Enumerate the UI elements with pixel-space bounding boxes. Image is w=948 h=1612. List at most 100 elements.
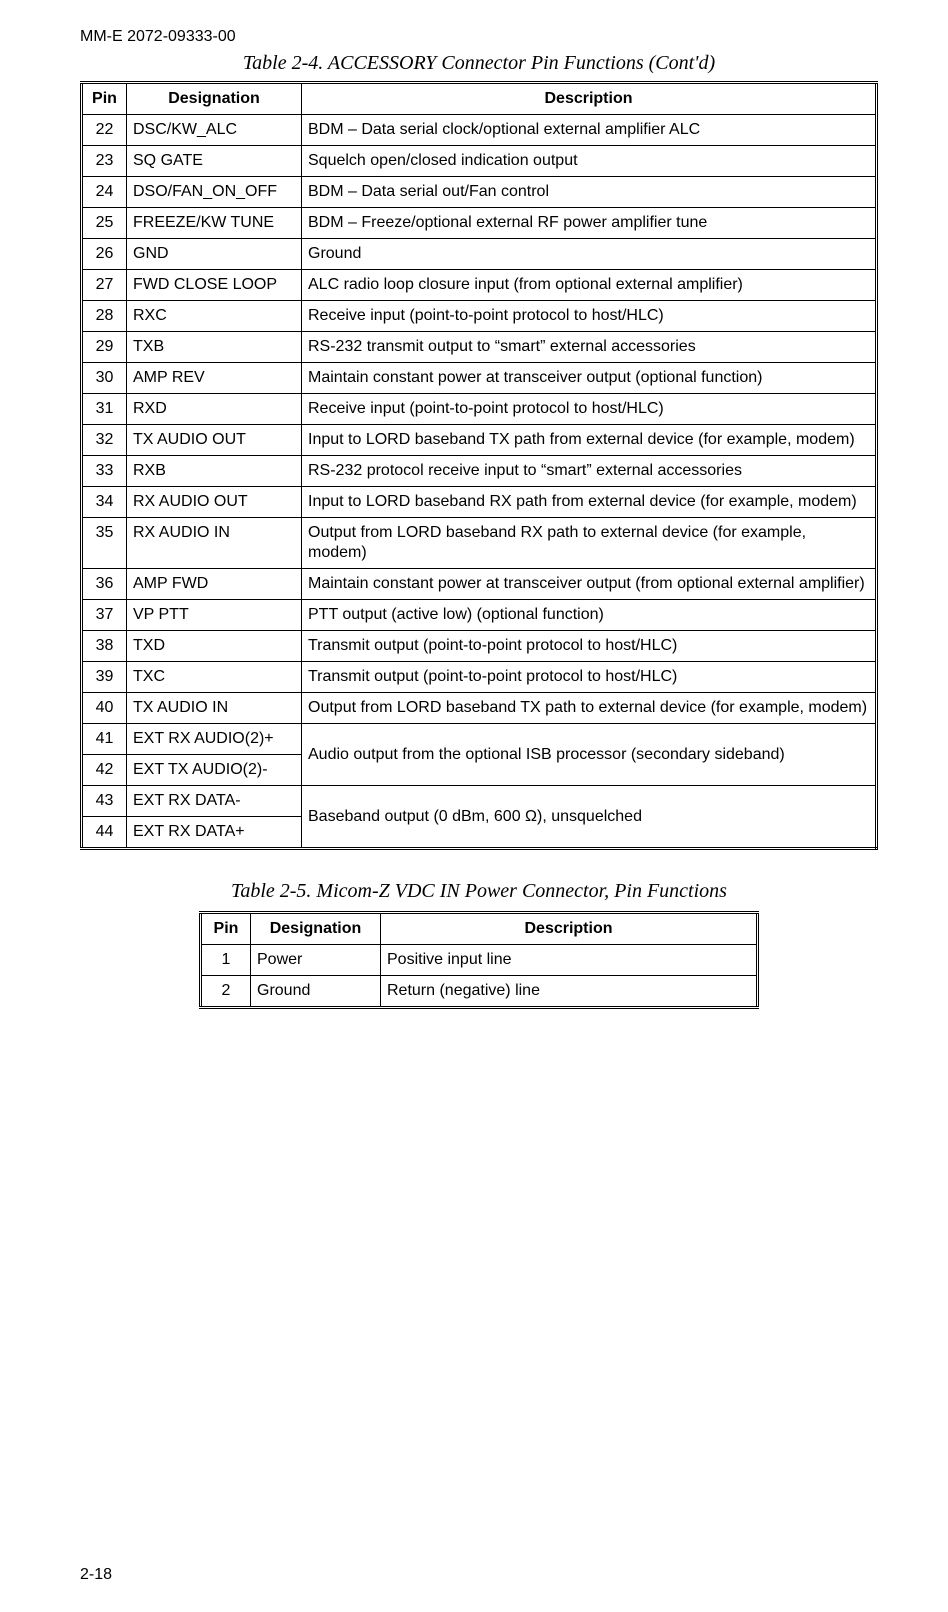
table-row: 2 Ground Return (negative) line bbox=[201, 976, 758, 1008]
document-id: MM-E 2072-09333-00 bbox=[80, 28, 878, 46]
table-row: 39 TXC Transmit output (point-to-point p… bbox=[82, 662, 877, 693]
pin-cell: 26 bbox=[82, 239, 127, 270]
pin-cell: 37 bbox=[82, 600, 127, 631]
pin-cell: 43 bbox=[82, 786, 127, 817]
pin-cell: 40 bbox=[82, 693, 127, 724]
accessory-connector-table: Pin Designation Description 22 DSC/KW_AL… bbox=[80, 81, 878, 850]
desig-cell: Ground bbox=[251, 976, 381, 1008]
desc-cell-merged: Audio output from the optional ISB proce… bbox=[302, 724, 877, 786]
table2-header-desc: Description bbox=[381, 913, 758, 945]
table1-header-desc: Description bbox=[302, 83, 877, 115]
desc-cell: BDM – Data serial clock/optional externa… bbox=[302, 115, 877, 146]
table-row: 41 EXT RX AUDIO(2)+ Audio output from th… bbox=[82, 724, 877, 755]
table2-caption: Table 2-5. Micom-Z VDC IN Power Connecto… bbox=[80, 880, 878, 903]
pin-cell: 39 bbox=[82, 662, 127, 693]
desig-cell: RXC bbox=[127, 301, 302, 332]
desig-cell: AMP FWD bbox=[127, 569, 302, 600]
desig-cell: FREEZE/KW TUNE bbox=[127, 208, 302, 239]
pin-cell: 28 bbox=[82, 301, 127, 332]
pin-cell: 32 bbox=[82, 425, 127, 456]
desc-cell: Receive input (point-to-point protocol t… bbox=[302, 301, 877, 332]
desc-cell: BDM – Data serial out/Fan control bbox=[302, 177, 877, 208]
pin-cell: 41 bbox=[82, 724, 127, 755]
page: MM-E 2072-09333-00 Table 2-4. ACCESSORY … bbox=[0, 0, 948, 1612]
desc-cell: Receive input (point-to-point protocol t… bbox=[302, 394, 877, 425]
table-row: 23 SQ GATE Squelch open/closed indicatio… bbox=[82, 146, 877, 177]
desig-cell: GND bbox=[127, 239, 302, 270]
pin-cell: 22 bbox=[82, 115, 127, 146]
pin-cell: 23 bbox=[82, 146, 127, 177]
desig-cell: EXT RX DATA+ bbox=[127, 817, 302, 849]
table-row: 43 EXT RX DATA- Baseband output (0 dBm, … bbox=[82, 786, 877, 817]
desc-cell: Transmit output (point-to-point protocol… bbox=[302, 662, 877, 693]
desc-cell: Maintain constant power at transceiver o… bbox=[302, 569, 877, 600]
pin-cell: 35 bbox=[82, 518, 127, 569]
desc-cell: Input to LORD baseband TX path from exte… bbox=[302, 425, 877, 456]
table-row: 38 TXD Transmit output (point-to-point p… bbox=[82, 631, 877, 662]
desig-cell: EXT RX AUDIO(2)+ bbox=[127, 724, 302, 755]
desig-cell: TX AUDIO OUT bbox=[127, 425, 302, 456]
pin-cell: 36 bbox=[82, 569, 127, 600]
desig-cell: VP PTT bbox=[127, 600, 302, 631]
pin-cell: 27 bbox=[82, 270, 127, 301]
desig-cell: SQ GATE bbox=[127, 146, 302, 177]
desig-cell: EXT RX DATA- bbox=[127, 786, 302, 817]
desig-cell: TXC bbox=[127, 662, 302, 693]
desig-cell: RXD bbox=[127, 394, 302, 425]
pin-cell: 33 bbox=[82, 456, 127, 487]
table1-header-row: Pin Designation Description bbox=[82, 83, 877, 115]
desig-cell: TXB bbox=[127, 332, 302, 363]
pin-cell: 31 bbox=[82, 394, 127, 425]
table-row: 31 RXD Receive input (point-to-point pro… bbox=[82, 394, 877, 425]
desc-cell: BDM – Freeze/optional external RF power … bbox=[302, 208, 877, 239]
desig-cell: DSC/KW_ALC bbox=[127, 115, 302, 146]
desc-cell: Output from LORD baseband RX path to ext… bbox=[302, 518, 877, 569]
desig-cell: TXD bbox=[127, 631, 302, 662]
table2-header-desig: Designation bbox=[251, 913, 381, 945]
desc-cell: Return (negative) line bbox=[381, 976, 758, 1008]
desig-cell: DSO/FAN_ON_OFF bbox=[127, 177, 302, 208]
table-row: 40 TX AUDIO IN Output from LORD baseband… bbox=[82, 693, 877, 724]
desc-cell: Output from LORD baseband TX path to ext… bbox=[302, 693, 877, 724]
table-row: 29 TXB RS-232 transmit output to “smart”… bbox=[82, 332, 877, 363]
desc-cell: PTT output (active low) (optional functi… bbox=[302, 600, 877, 631]
desig-cell: AMP REV bbox=[127, 363, 302, 394]
pin-cell: 29 bbox=[82, 332, 127, 363]
desc-cell: Ground bbox=[302, 239, 877, 270]
desig-cell: Power bbox=[251, 945, 381, 976]
desc-cell: Squelch open/closed indication output bbox=[302, 146, 877, 177]
table-row: 30 AMP REV Maintain constant power at tr… bbox=[82, 363, 877, 394]
desc-cell: Maintain constant power at transceiver o… bbox=[302, 363, 877, 394]
table-row: 1 Power Positive input line bbox=[201, 945, 758, 976]
table-row: 24 DSO/FAN_ON_OFF BDM – Data serial out/… bbox=[82, 177, 877, 208]
desc-cell: RS-232 protocol receive input to “smart”… bbox=[302, 456, 877, 487]
table-row: 32 TX AUDIO OUT Input to LORD baseband T… bbox=[82, 425, 877, 456]
pin-cell: 1 bbox=[201, 945, 251, 976]
desc-cell: RS-232 transmit output to “smart” extern… bbox=[302, 332, 877, 363]
page-number: 2-18 bbox=[80, 1566, 112, 1584]
table1-header-pin: Pin bbox=[82, 83, 127, 115]
pin-cell: 42 bbox=[82, 755, 127, 786]
table-row: 37 VP PTT PTT output (active low) (optio… bbox=[82, 600, 877, 631]
desc-cell: ALC radio loop closure input (from optio… bbox=[302, 270, 877, 301]
desig-cell: EXT TX AUDIO(2)- bbox=[127, 755, 302, 786]
table1-header-desig: Designation bbox=[127, 83, 302, 115]
table-row: 27 FWD CLOSE LOOP ALC radio loop closure… bbox=[82, 270, 877, 301]
table1-caption: Table 2-4. ACCESSORY Connector Pin Funct… bbox=[80, 52, 878, 75]
desig-cell: RXB bbox=[127, 456, 302, 487]
table-row: 26 GND Ground bbox=[82, 239, 877, 270]
table-row: 22 DSC/KW_ALC BDM – Data serial clock/op… bbox=[82, 115, 877, 146]
table-row: 33 RXB RS-232 protocol receive input to … bbox=[82, 456, 877, 487]
power-connector-table: Pin Designation Description 1 Power Posi… bbox=[199, 911, 759, 1009]
pin-cell: 2 bbox=[201, 976, 251, 1008]
desc-cell: Positive input line bbox=[381, 945, 758, 976]
table-row: 36 AMP FWD Maintain constant power at tr… bbox=[82, 569, 877, 600]
table-row: 25 FREEZE/KW TUNE BDM – Freeze/optional … bbox=[82, 208, 877, 239]
pin-cell: 25 bbox=[82, 208, 127, 239]
desc-cell: Transmit output (point-to-point protocol… bbox=[302, 631, 877, 662]
desig-cell: TX AUDIO IN bbox=[127, 693, 302, 724]
table2-header-row: Pin Designation Description bbox=[201, 913, 758, 945]
table-row: 28 RXC Receive input (point-to-point pro… bbox=[82, 301, 877, 332]
desig-cell: RX AUDIO IN bbox=[127, 518, 302, 569]
table2-header-pin: Pin bbox=[201, 913, 251, 945]
